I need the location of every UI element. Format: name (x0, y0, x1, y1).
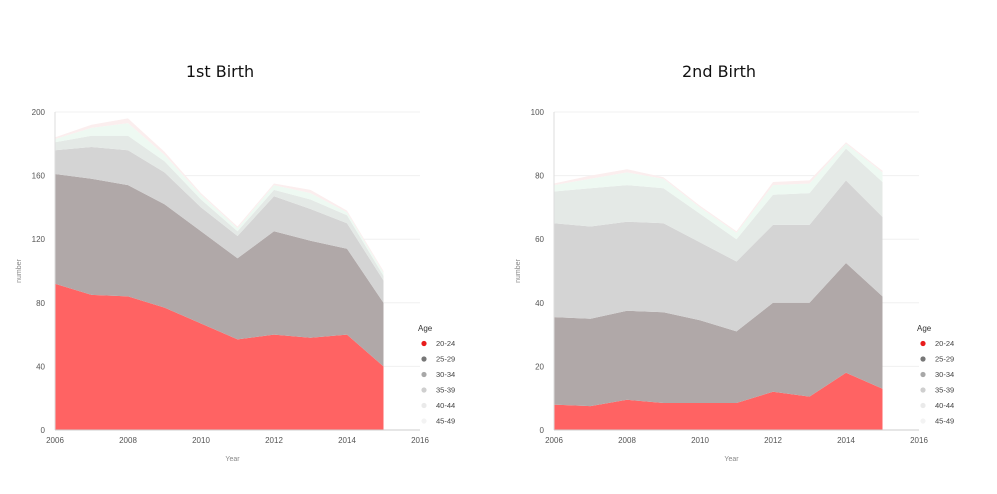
area-series-35-39 (554, 148, 883, 262)
legend-title: Age (418, 324, 433, 333)
x-tick-label: 2010 (192, 436, 210, 445)
chart-title: 1st Birth (185, 62, 255, 81)
x-tick-label: 2008 (618, 436, 636, 445)
legend-label-40-44: 40-44 (935, 401, 954, 410)
legend-label-40-44: 40-44 (436, 401, 455, 410)
area-series-25-29 (55, 174, 384, 367)
area-series-30-34 (554, 180, 883, 332)
x-tick-label: 2006 (545, 436, 563, 445)
x-tick-label: 2016 (411, 436, 429, 445)
legend-label-30-34: 30-34 (436, 370, 455, 379)
legend-marker-20-24 (421, 340, 427, 347)
x-tick-label: 2012 (764, 436, 782, 445)
chart-panel-2nd-birth: 2nd Birth 0 20 40 60 80 100 2006 2008 2010 2012 20… (499, 0, 997, 494)
area-series-40-44 (55, 123, 384, 276)
area-chart-1st-birth: 0 40 80 120 160 200 2006 2008 2010 2012 2014 2016 Ye… (16, 108, 455, 463)
y-tick-label: 0 (540, 426, 545, 435)
legend-marker-25-29 (920, 356, 926, 362)
y-tick-label: 160 (32, 172, 46, 181)
x-tick-label: 2014 (837, 436, 855, 445)
legend-title: Age (917, 324, 932, 333)
y-tick-label: 200 (32, 108, 46, 117)
legend-marker-25-29 (421, 356, 427, 362)
y-tick-label: 20 (535, 362, 544, 371)
legend-label-35-39: 35-39 (436, 386, 455, 395)
area-series-25-29 (554, 263, 883, 407)
y-tick-label: 100 (531, 108, 545, 117)
y-axis-label: number (515, 258, 522, 282)
chart-panel-1st-birth: 1st Birth 0 40 80 120 160 200 2006 2008 2010 2012… (0, 0, 498, 494)
legend-label-20-24: 20-24 (436, 339, 455, 348)
y-axis-label: number (16, 258, 23, 282)
y-tick-label: 80 (535, 172, 544, 181)
x-tick-label: 2008 (119, 436, 137, 445)
x-tick-label: 2014 (338, 436, 356, 445)
x-tick-label: 2006 (46, 436, 64, 445)
legend-marker-40-44 (920, 402, 926, 409)
area-series-20-24 (55, 283, 384, 430)
legend-marker-35-39 (920, 387, 926, 393)
legend-label-45-49: 45-49 (436, 417, 455, 426)
y-tick-label: 80 (36, 299, 45, 308)
legend-label-35-39: 35-39 (935, 386, 954, 395)
y-tick-label: 0 (41, 426, 46, 435)
legend-label-45-49: 45-49 (935, 417, 954, 426)
area-series-40-44 (554, 143, 883, 240)
legend-label-20-24: 20-24 (935, 339, 954, 348)
x-tick-label: 2010 (691, 436, 709, 445)
legend-marker-30-34 (920, 371, 926, 378)
legend-label-25-29: 25-29 (436, 355, 455, 364)
area-chart-2nd-birth: 0 20 40 60 80 100 2006 2008 2010 2012 2014 2016 Year… (515, 108, 954, 463)
y-tick-label: 120 (32, 235, 46, 244)
legend-marker-35-39 (421, 387, 427, 393)
y-tick-label: 40 (36, 362, 45, 371)
x-tick-label: 2012 (265, 436, 283, 445)
area-series-30-34 (55, 147, 384, 303)
legend-marker-40-44 (421, 402, 427, 409)
legend-label-30-34: 30-34 (935, 370, 954, 379)
area-series-20-24 (554, 372, 883, 430)
area-series-45-49 (55, 118, 384, 273)
chart-title: 2nd Birth (682, 62, 756, 81)
y-tick-label: 60 (535, 235, 544, 244)
legend-marker-20-24 (920, 340, 926, 347)
legend-marker-45-49 (920, 418, 926, 424)
x-tick-label: 2016 (910, 436, 928, 445)
y-tick-label: 40 (535, 299, 544, 308)
legend-marker-45-49 (421, 418, 427, 424)
legend-marker-30-34 (421, 371, 427, 378)
x-axis-label: Year (724, 456, 739, 463)
x-axis-label: Year (225, 456, 240, 463)
legend-label-25-29: 25-29 (935, 355, 954, 364)
area-series-35-39 (55, 135, 384, 281)
